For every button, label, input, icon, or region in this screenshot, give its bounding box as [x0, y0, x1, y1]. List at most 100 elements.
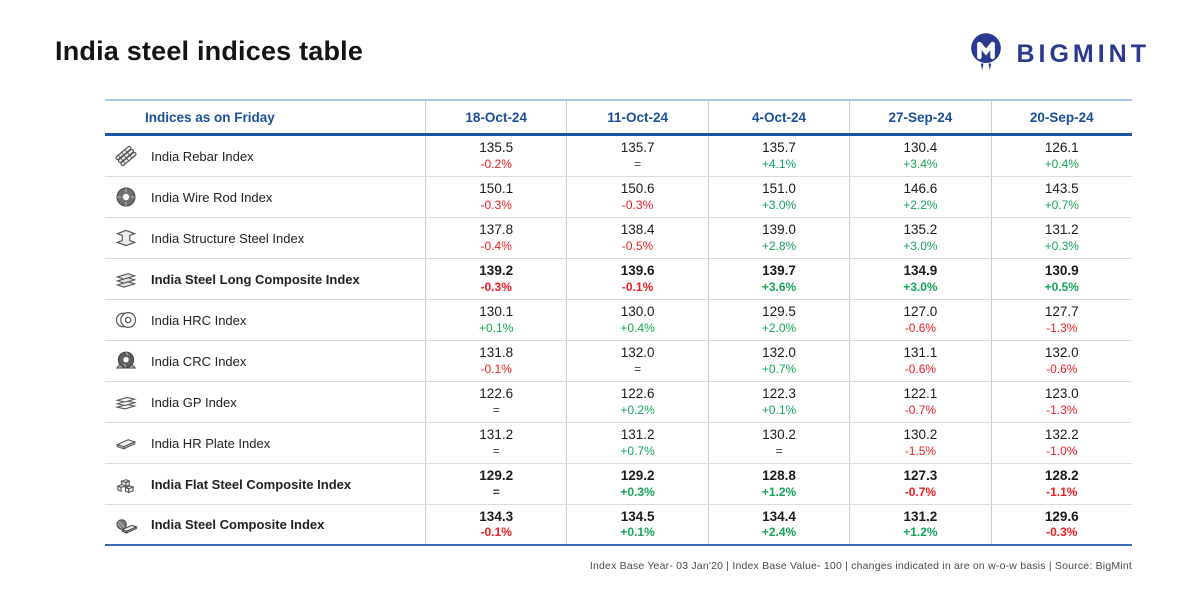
index-value-cell: 129.6 -0.3% — [990, 505, 1132, 544]
index-value: 134.9 — [903, 263, 938, 279]
index-value: 132.2 — [1044, 427, 1079, 443]
index-value: 131.2 — [479, 427, 514, 443]
index-value-cell: 132.0 +0.7% — [707, 341, 849, 381]
wow-change: -1.3% — [1046, 320, 1078, 335]
table-row: India Rebar Index 135.5 -0.2% 135.7 = 135.7 +4… — [105, 136, 1132, 177]
index-value-cell: 132.0 -0.6% — [990, 341, 1132, 381]
index-name: India Structure Steel Index — [151, 230, 305, 246]
wow-change: -0.1% — [480, 361, 512, 376]
table-row: India Structure Steel Index 137.8 -0.4% 138… — [105, 218, 1132, 259]
index-value: 150.1 — [479, 181, 514, 197]
wow-change: = — [492, 484, 500, 499]
index-name-cell: India Rebar Index — [105, 136, 425, 176]
index-value: 128.8 — [762, 468, 796, 484]
index-value: 132.0 — [762, 345, 796, 361]
index-value-cell: 131.2 +0.7% — [566, 423, 707, 463]
index-name-cell: India HR Plate Index — [105, 423, 425, 463]
index-name: India HR Plate Index — [151, 435, 271, 451]
index-value: 131.8 — [479, 345, 514, 361]
index-value: 131.2 — [903, 508, 938, 524]
wow-change: +3.0% — [903, 279, 938, 294]
brand-logo: BIGMINT — [964, 30, 1150, 79]
brand-name: BIGMINT — [1016, 40, 1150, 68]
footer-note: Index Base Year- 03 Jan'20 | Index Base … — [589, 560, 1132, 572]
index-value-cell: 130.1 +0.1% — [425, 300, 566, 340]
wow-change: +1.2% — [761, 484, 797, 499]
index-value: 130.0 — [620, 304, 655, 320]
wow-change: -0.2% — [480, 156, 512, 171]
index-value-cell: 130.2 -1.5% — [849, 423, 990, 463]
index-value-cell: 134.5 +0.1% — [566, 505, 707, 544]
index-value: 137.8 — [479, 222, 514, 238]
index-value: 130.2 — [903, 427, 938, 443]
index-value: 122.6 — [620, 386, 655, 402]
wow-change: = — [634, 156, 642, 171]
index-value: 131.2 — [1044, 222, 1079, 238]
wow-change: -0.7% — [904, 484, 937, 499]
index-value: 134.4 — [762, 508, 796, 524]
index-value-cell: 134.9 +3.0% — [849, 259, 990, 299]
index-value: 129.5 — [762, 304, 796, 320]
index-value-cell: 130.2 = — [707, 423, 849, 463]
header-date-col: 20-Sep-24 — [990, 101, 1132, 133]
index-value-cell: 128.8 +1.2% — [707, 464, 849, 504]
wow-change: +0.1% — [620, 525, 655, 540]
index-value-cell: 135.5 -0.2% — [425, 136, 566, 176]
bigmint-icon — [964, 30, 1008, 79]
index-value: 139.7 — [762, 263, 796, 279]
crc-coil-icon — [113, 348, 139, 374]
header-date-col: 27-Sep-24 — [849, 101, 990, 133]
header-date-col: 18-Oct-24 — [425, 101, 566, 133]
wow-change: -1.0% — [1046, 443, 1078, 458]
index-value-cell: 126.1 +0.4% — [990, 136, 1132, 176]
index-value-cell: 139.6 -0.1% — [566, 259, 707, 299]
index-value: 135.7 — [762, 140, 796, 156]
index-name-cell: India Wire Rod Index — [105, 177, 425, 217]
index-value-cell: 143.5 +0.7% — [990, 177, 1132, 217]
index-name: India CRC Index — [151, 353, 247, 369]
header-date-col: 11-Oct-24 — [566, 101, 707, 133]
index-value: 132.0 — [620, 345, 655, 361]
wow-change: = — [492, 443, 500, 458]
top-bar: India steel indices table BIGMINT — [0, 0, 1200, 79]
wow-change: = — [634, 361, 642, 376]
hrc-coil-icon — [113, 307, 139, 333]
wow-change: -1.3% — [1046, 402, 1078, 417]
wow-change: +0.7% — [761, 361, 797, 376]
index-value: 129.2 — [620, 468, 655, 484]
wow-change: +3.6% — [761, 279, 797, 294]
wow-change: -0.3% — [621, 197, 654, 212]
index-name: India GP Index — [151, 394, 237, 410]
long-composite-icon — [113, 266, 139, 292]
index-value: 123.0 — [1044, 386, 1079, 402]
index-value-cell: 122.6 +0.2% — [566, 382, 707, 422]
index-value: 139.0 — [762, 222, 796, 238]
index-name-cell: India GP Index — [105, 382, 425, 422]
table-row: India CRC Index 131.8 -0.1% 132.0 = 132.0 +0.7… — [105, 341, 1132, 382]
index-value-cell: 138.4 -0.5% — [566, 218, 707, 258]
wow-change: -0.6% — [904, 320, 937, 335]
index-value-cell: 130.4 +3.4% — [849, 136, 990, 176]
index-value: 135.7 — [620, 140, 655, 156]
steel-composite-icon — [113, 512, 139, 538]
index-value-cell: 134.4 +2.4% — [707, 505, 849, 544]
index-value-cell: 132.2 -1.0% — [990, 423, 1132, 463]
wow-change: +0.4% — [620, 320, 655, 335]
wow-change: -1.5% — [904, 443, 937, 458]
wow-change: -0.3% — [480, 197, 512, 212]
wow-change: +0.3% — [1044, 238, 1079, 253]
wow-change: +4.1% — [761, 156, 797, 171]
index-value-cell: 150.6 -0.3% — [566, 177, 707, 217]
index-value: 122.1 — [903, 386, 938, 402]
wow-change: -0.6% — [904, 361, 937, 376]
structure-steel-icon — [113, 225, 139, 251]
wow-change: = — [492, 402, 500, 417]
index-value-cell: 134.3 -0.1% — [425, 505, 566, 544]
index-value: 129.2 — [479, 468, 514, 484]
index-name: India Steel Composite Index — [151, 517, 325, 532]
index-value-cell: 130.9 +0.5% — [990, 259, 1132, 299]
index-value: 128.2 — [1044, 468, 1079, 484]
wow-change: +2.8% — [761, 238, 797, 253]
wow-change: +2.2% — [903, 197, 938, 212]
wow-change: +1.2% — [903, 525, 938, 540]
